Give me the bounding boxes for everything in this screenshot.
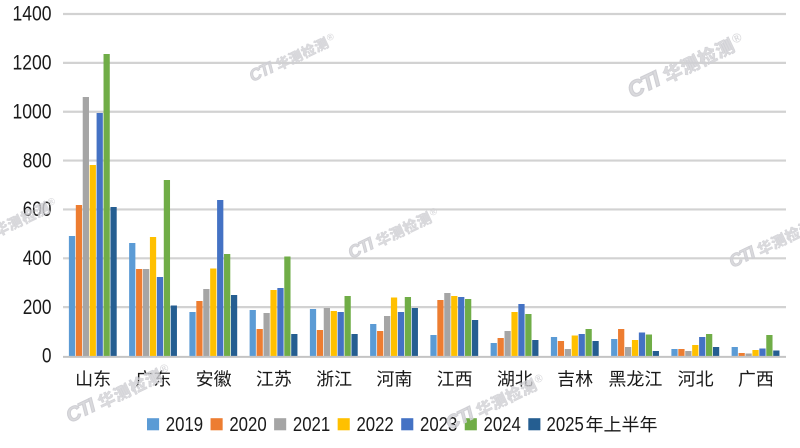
- svg-text:400: 400: [23, 247, 52, 270]
- svg-text:1400: 1400: [13, 3, 52, 26]
- svg-text:0: 0: [42, 345, 52, 368]
- svg-text:200: 200: [23, 296, 52, 319]
- svg-text:800: 800: [23, 149, 52, 172]
- svg-text:2025: 2025: [547, 414, 584, 436]
- svg-text:1200: 1200: [13, 52, 52, 75]
- svg-text:2022: 2022: [356, 414, 393, 436]
- svg-text:1000: 1000: [13, 100, 52, 123]
- svg-text:2024: 2024: [484, 414, 521, 436]
- svg-text:2021: 2021: [293, 414, 330, 436]
- svg-text:2019: 2019: [166, 414, 203, 436]
- svg-text:2020: 2020: [229, 414, 266, 436]
